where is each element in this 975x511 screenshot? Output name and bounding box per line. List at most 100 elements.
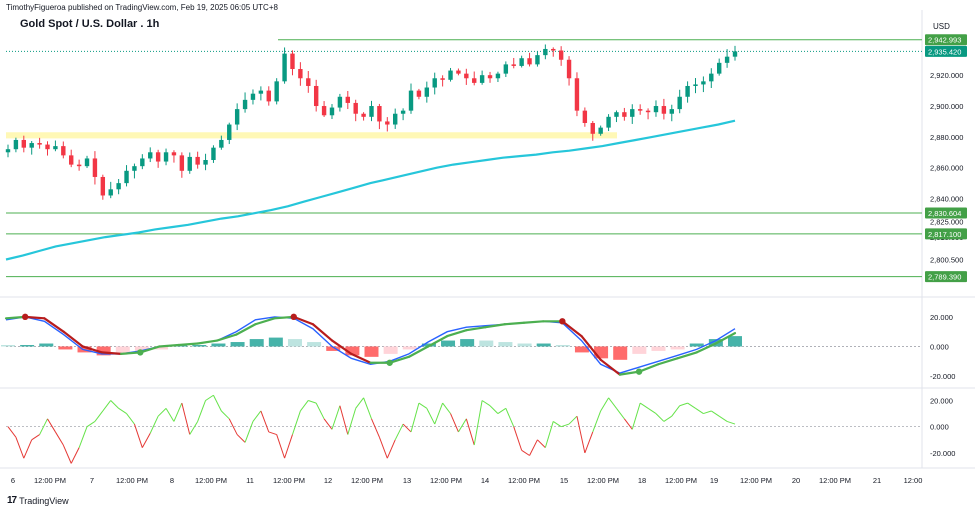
macd-cross-marker — [635, 368, 643, 375]
candle-body — [242, 99, 248, 110]
signal-line-segment — [503, 321, 526, 326]
candle-body — [393, 113, 398, 125]
signal-line-segment — [139, 345, 161, 354]
price-label-text: 2,789.390 — [928, 273, 961, 282]
oscillator-segment — [355, 397, 364, 409]
candle-body — [503, 64, 509, 74]
candle-body — [558, 50, 564, 60]
macd-histogram-bar — [230, 342, 245, 347]
candle-body — [669, 109, 674, 114]
candle-body — [108, 189, 113, 196]
macd-histogram-bar — [555, 345, 570, 347]
candle-body — [598, 127, 603, 134]
signal-line-segment — [465, 326, 487, 332]
macd-histogram-bar — [632, 346, 647, 354]
oscillator-segment — [457, 418, 467, 433]
macd-histogram-bar — [670, 346, 685, 350]
oscillator-segment — [371, 418, 380, 438]
oscillator-segment — [631, 402, 641, 430]
oscillator-segment — [205, 394, 214, 401]
candle-body — [440, 78, 445, 80]
oscillator-segment — [244, 421, 254, 443]
candle-body — [408, 90, 414, 111]
signal-line-segment — [580, 335, 602, 361]
price-label-box — [925, 271, 967, 283]
candle-body — [661, 106, 667, 114]
macd-cross-marker — [386, 359, 393, 366]
oscillator-segment — [560, 423, 570, 428]
candle-body — [487, 75, 493, 79]
time-axis-tick: 12:00 PM — [508, 476, 540, 485]
macd-axis-tick: 0.000 — [930, 342, 949, 351]
macd-histogram-bar — [249, 339, 264, 347]
oscillator-segment — [7, 426, 17, 438]
candle-body — [61, 146, 66, 156]
oscillator-segment — [94, 410, 104, 422]
signal-line-segment — [292, 315, 315, 326]
signal-line-segment — [235, 323, 257, 336]
price-axis-tick: 2,880.000 — [930, 133, 963, 142]
time-axis-tick: 12:00 PM — [665, 476, 697, 485]
candle-body — [290, 53, 295, 70]
macd-histogram-bar — [383, 346, 398, 354]
candle-body — [606, 116, 611, 128]
candle-body — [298, 69, 303, 79]
macd-cross-marker — [21, 313, 29, 321]
oscillator-segment — [323, 418, 333, 430]
macd-histogram-bar — [39, 343, 54, 347]
oscillator-segment — [647, 407, 657, 415]
oscillator-segment — [252, 410, 262, 422]
macd-histogram-bar — [211, 343, 226, 347]
time-axis-tick: 21 — [873, 476, 881, 485]
oscillator-segment — [213, 395, 222, 412]
oscillator-segment — [197, 400, 207, 422]
candle-body — [132, 166, 137, 171]
macd-histogram-bar — [536, 343, 551, 347]
candle-body — [637, 109, 643, 111]
price-axis-tick: 2,825.000 — [930, 218, 963, 227]
candle-body — [377, 106, 382, 122]
candle-body — [337, 96, 343, 108]
oscillator-segment — [497, 407, 507, 415]
macd-histogram-bar — [441, 340, 456, 347]
price-label-box — [925, 34, 967, 46]
oscillator-segment — [78, 426, 88, 448]
macd-cross-marker — [290, 313, 297, 321]
candle-body — [234, 109, 240, 125]
time-axis-tick: 6 — [11, 476, 15, 485]
candle-body — [353, 102, 358, 114]
candle-body — [274, 81, 279, 102]
oscillator-segment — [157, 407, 167, 417]
oscillator-segment — [394, 423, 404, 441]
signal-line-segment — [484, 323, 506, 329]
candle-body — [645, 110, 651, 113]
candle-body — [724, 56, 730, 63]
signal-line-segment — [426, 335, 449, 348]
candle-body — [511, 64, 516, 66]
currency-label[interactable]: USD — [933, 22, 950, 31]
oscillator-segment — [426, 408, 436, 425]
candle-body — [282, 53, 287, 82]
macd-histogram-bar — [689, 343, 704, 347]
oscillator-segment — [418, 402, 428, 409]
signal-line-segment — [676, 351, 698, 360]
oscillator-segment — [568, 415, 578, 425]
oscillator-segment — [347, 408, 357, 435]
oscillator-segment — [62, 444, 72, 464]
oscillator-segment — [268, 431, 277, 436]
oscillator-segment — [434, 402, 444, 425]
candle-body — [551, 48, 556, 51]
candle-body — [432, 78, 437, 88]
oscillator-segment — [70, 447, 80, 464]
candle-body — [203, 160, 208, 165]
time-axis-tick: 12:00 PM — [34, 476, 66, 485]
price-label-text: 2,935.420 — [928, 47, 961, 56]
time-axis-tick: 19 — [710, 476, 718, 485]
footer-brand[interactable]: 17 TradingView — [7, 495, 69, 506]
time-axis-tick: 12:00 PM — [195, 476, 227, 485]
oscillator-segment — [236, 434, 246, 443]
signal-line-segment — [388, 355, 410, 364]
macd-histogram-bar — [20, 345, 35, 347]
candle-body — [543, 48, 548, 56]
